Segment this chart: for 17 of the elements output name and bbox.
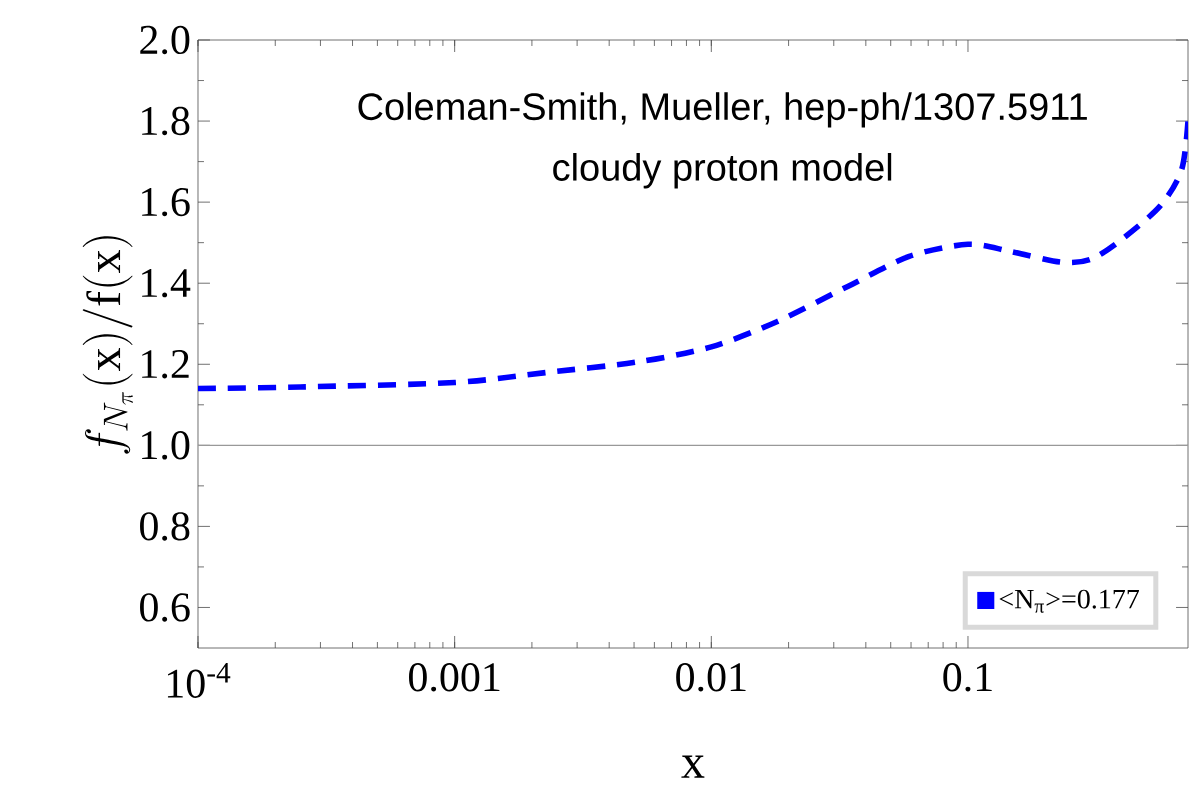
y-tick-label: 0.6	[140, 593, 190, 622]
y-tick-label: 1.2	[142, 350, 189, 379]
legend-label: <N$_{π}$>=0.177	[999, 589, 1140, 613]
x-tick-label: 0.001	[409, 663, 500, 692]
x-tick-label: 0.1	[943, 663, 992, 692]
y-axis-title: $f_{N_\pi}(\mathrm{x})/\mathrm{f}(\mathrm{x})$	[82, 236, 133, 454]
x-axis-title: x	[681, 755, 705, 778]
x-tick-label: 10$^{-4}$	[167, 663, 231, 698]
annotation: cloudy proton model	[553, 153, 892, 189]
y-tick-label: 2.0	[140, 25, 190, 55]
y-tick-label: 1.0	[142, 431, 190, 460]
annotation: Coleman-Smith, Mueller, hep-ph/1307.5911	[358, 92, 1087, 128]
x-tick-label: 0.01	[676, 663, 746, 692]
y-tick-label: 1.8	[142, 106, 190, 136]
y-tick-label: 0.8	[140, 512, 190, 541]
y-tick-label: 1.4	[142, 269, 191, 298]
y-tick-label: 1.6	[142, 187, 190, 217]
